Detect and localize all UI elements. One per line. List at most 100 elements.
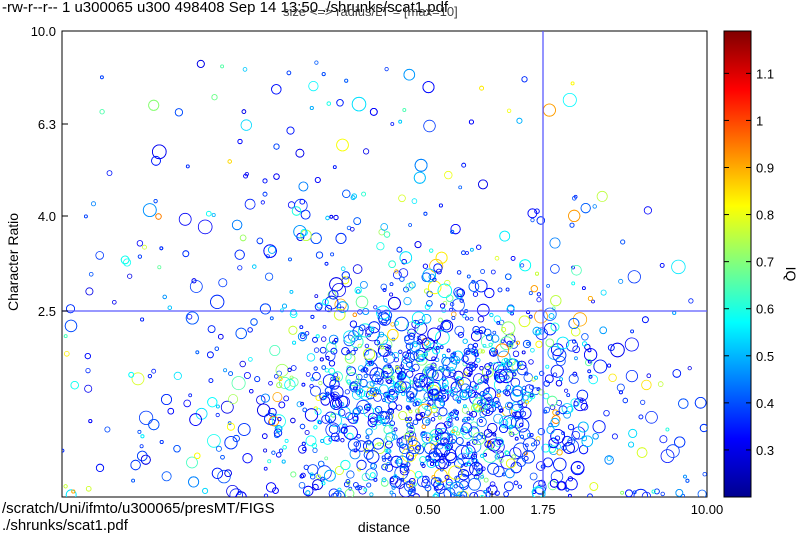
footer-path: /scratch/Uni/ifmto/u300065/presMT/FIGS <box>2 500 275 517</box>
data-point <box>398 349 403 354</box>
data-point <box>445 444 452 452</box>
data-point <box>372 407 380 415</box>
data-point <box>482 343 487 348</box>
data-point <box>226 422 235 431</box>
data-point <box>587 369 592 374</box>
data-point <box>310 474 316 480</box>
data-point <box>513 411 522 420</box>
data-point <box>406 361 413 368</box>
data-point <box>357 485 363 491</box>
data-point <box>439 345 444 350</box>
data-point <box>480 397 493 410</box>
data-point <box>577 421 589 433</box>
data-point <box>426 381 441 396</box>
data-point <box>461 388 472 399</box>
data-point <box>66 304 76 314</box>
data-point <box>618 278 624 284</box>
data-point <box>155 213 162 220</box>
data-point <box>65 489 77 497</box>
data-point <box>215 404 220 409</box>
data-point <box>387 455 393 462</box>
data-point <box>242 67 248 72</box>
data-point <box>529 384 535 390</box>
data-point <box>505 458 516 469</box>
data-point <box>441 320 452 331</box>
data-point <box>464 316 469 321</box>
data-point <box>422 443 426 448</box>
data-point <box>367 333 372 338</box>
data-point <box>299 325 304 330</box>
data-point <box>352 408 360 416</box>
data-point <box>378 313 392 326</box>
data-point <box>487 438 501 452</box>
data-point <box>385 346 390 352</box>
data-point <box>328 367 336 375</box>
data-point <box>140 317 145 322</box>
data-point <box>569 222 575 228</box>
data-point <box>565 487 570 492</box>
data-point <box>479 85 485 91</box>
data-point <box>207 434 221 448</box>
data-point <box>610 342 625 358</box>
data-point <box>438 203 443 208</box>
data-point <box>382 422 387 427</box>
data-point <box>243 371 251 379</box>
data-point <box>405 405 410 410</box>
data-point <box>344 353 356 364</box>
data-point <box>571 281 576 286</box>
data-point <box>642 316 649 324</box>
data-point <box>324 261 329 266</box>
data-point <box>365 326 375 336</box>
data-point <box>242 453 253 464</box>
data-point <box>441 453 446 458</box>
data-point <box>660 449 675 464</box>
data-point <box>322 324 327 329</box>
chart-subtitle: size <=> radius/LT = [max=10] <box>283 4 458 19</box>
data-point <box>194 452 201 459</box>
data-point <box>515 418 530 433</box>
data-point <box>139 444 144 449</box>
data-point <box>572 371 578 377</box>
data-point <box>573 194 578 199</box>
data-point <box>215 412 220 418</box>
data-point <box>484 379 489 384</box>
data-point <box>489 312 494 318</box>
data-point <box>142 244 147 250</box>
data-point <box>137 429 142 434</box>
data-point <box>340 438 345 443</box>
data-point <box>370 462 377 470</box>
data-point <box>325 350 336 362</box>
data-point <box>254 376 261 383</box>
data-point <box>607 344 615 352</box>
data-point <box>426 300 433 307</box>
data-point <box>493 377 509 393</box>
data-point <box>345 479 351 484</box>
data-point <box>303 485 314 497</box>
data-point <box>281 303 287 309</box>
data-point <box>536 387 541 392</box>
data-point <box>467 343 474 350</box>
data-point <box>300 209 311 220</box>
data-point <box>446 294 454 302</box>
data-point <box>600 289 607 296</box>
data-point <box>340 266 346 272</box>
data-point <box>391 485 396 490</box>
data-point <box>465 349 471 355</box>
data-point <box>290 417 296 424</box>
data-point <box>383 231 391 238</box>
data-point <box>546 283 550 288</box>
data-point <box>389 420 396 427</box>
data-point <box>394 269 399 274</box>
data-point <box>376 242 385 251</box>
data-point <box>570 81 575 86</box>
data-point <box>459 298 464 303</box>
data-point <box>263 448 268 453</box>
colorbar-tick-label: 1.1 <box>756 66 774 81</box>
data-point <box>406 425 416 435</box>
data-point <box>425 419 430 424</box>
data-point <box>349 227 355 232</box>
data-point <box>367 417 378 428</box>
data-point <box>282 445 287 450</box>
data-point <box>342 189 351 198</box>
data-point <box>440 437 449 446</box>
